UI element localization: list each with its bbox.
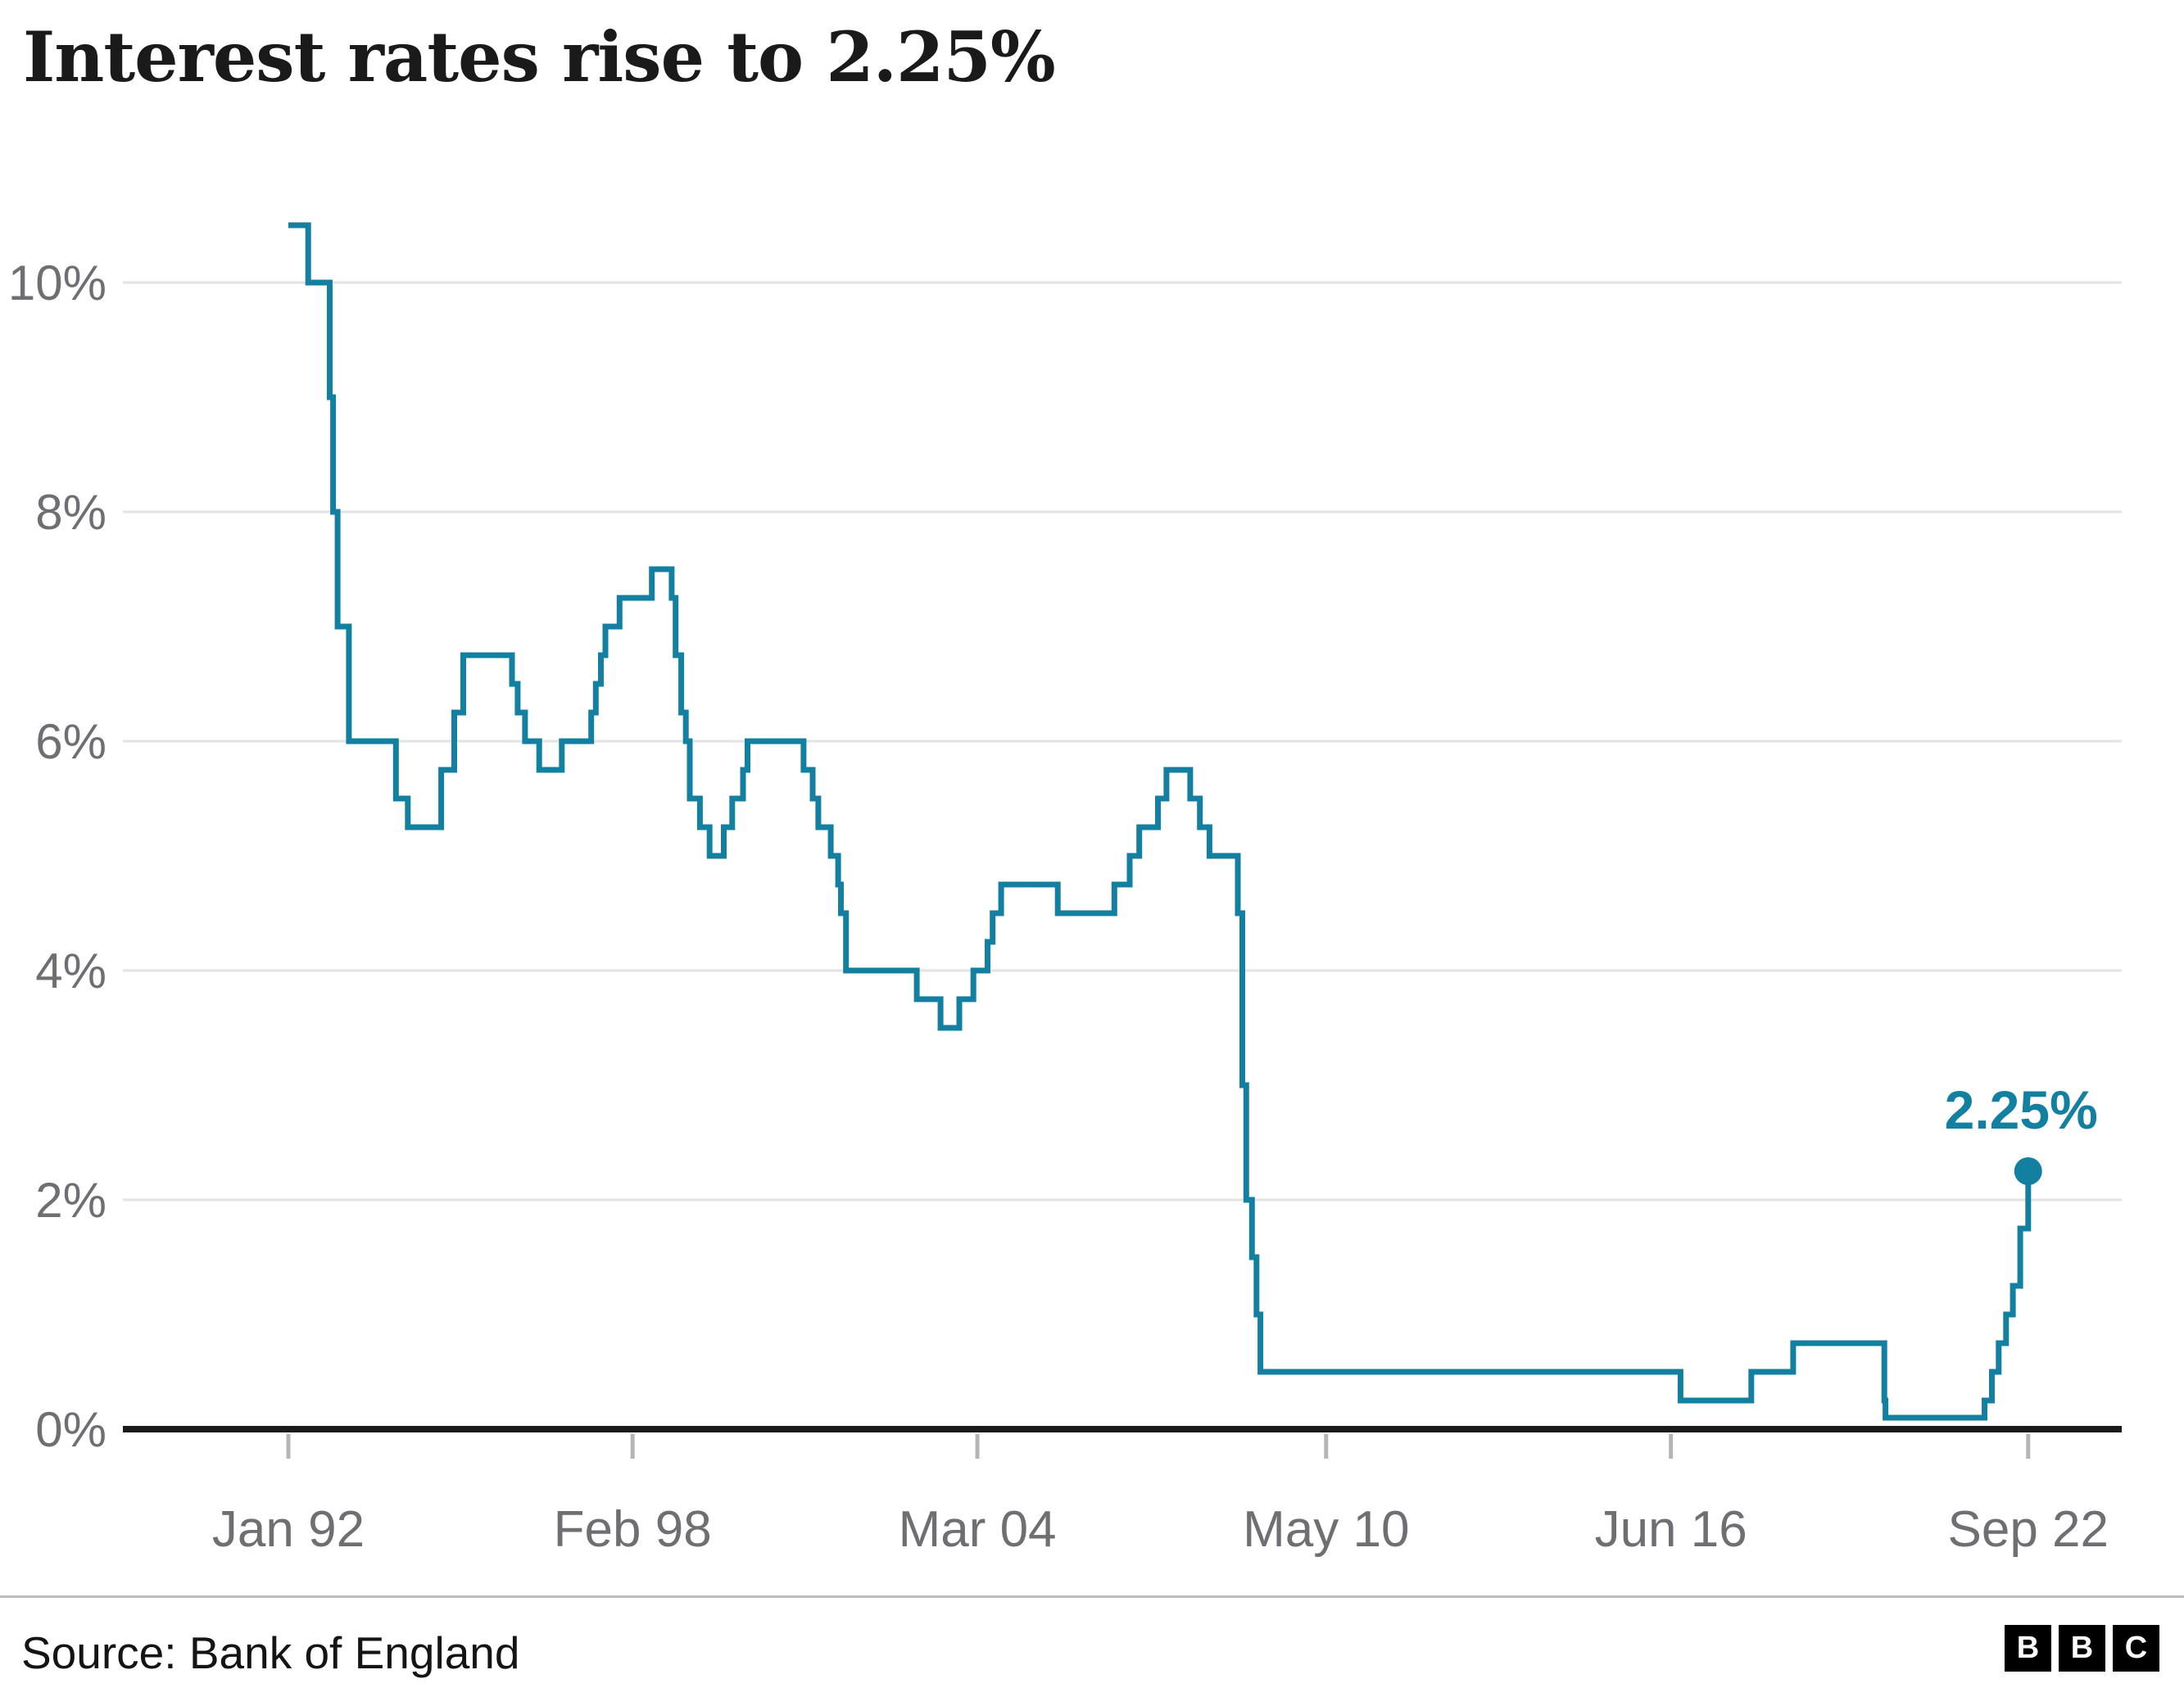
x-tick-label: Mar 04 [899, 1501, 1057, 1558]
x-tick-label: Feb 98 [554, 1501, 712, 1558]
y-tick-label: 2% [35, 1173, 106, 1228]
y-tick-label: 6% [35, 714, 106, 769]
rate-chart: 0% 2% 4% 6% 8% 10% Jan 92 Feb 98 Mar 04 May 10 Jun… [8, 222, 2122, 1558]
latest-value-dot [2014, 1157, 2042, 1185]
x-tick-label: Sep 22 [1947, 1501, 2109, 1558]
footer-divider [0, 1595, 2184, 1598]
x-tick-label: Jan 92 [212, 1501, 365, 1558]
chart-title: Interest rates rise to 2.25% [23, 16, 1056, 97]
x-tick-label: Jun 16 [1595, 1501, 1747, 1558]
y-tick-label: 0% [35, 1402, 106, 1457]
rate-step-line [288, 222, 2032, 1421]
y-tick-label: 8% [35, 485, 106, 540]
source-text: Source: Bank of England [21, 1627, 520, 1678]
y-tick-label: 10% [8, 256, 106, 310]
bbc-logo-letter: B [2059, 1625, 2105, 1672]
y-tick-label: 4% [35, 944, 106, 998]
x-tick-label: May 10 [1243, 1501, 1409, 1558]
bbc-logo-letter: B [2005, 1625, 2051, 1672]
latest-value-label: 2.25% [1945, 1079, 2098, 1140]
bbc-logo-letter: C [2113, 1625, 2159, 1672]
bbc-logo: B B C [2005, 1625, 2159, 1672]
